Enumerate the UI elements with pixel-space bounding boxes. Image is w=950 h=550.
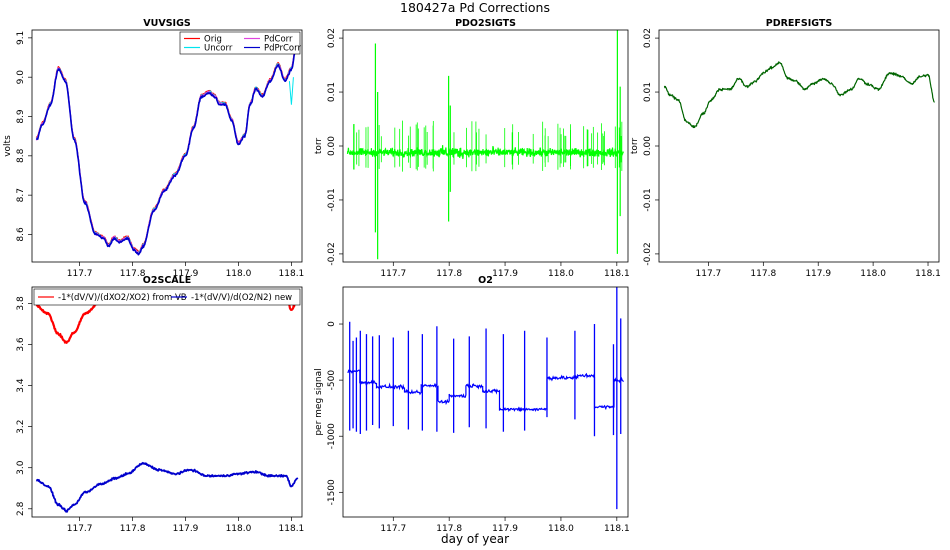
plot-area (663, 61, 935, 129)
x-tick-label: 118.1 (279, 269, 305, 279)
legend-label: PdPrCorr (264, 44, 301, 54)
legend-label: Uncorr (204, 44, 233, 54)
y-tick-label: 0.00 (327, 136, 337, 156)
series-o2scale-new (35, 461, 299, 513)
x-tick-label: 118.0 (226, 269, 252, 279)
chart-title: O2SCALE (143, 275, 191, 286)
chart-title: PDO2SIGTS (455, 18, 516, 29)
y-tick-label: -1000 (327, 423, 337, 449)
y-tick-label: 2.8 (16, 501, 26, 516)
series-uncorr (36, 47, 297, 254)
figure-title: 180427a Pd Corrections (400, 0, 550, 15)
y-tick-label: 3.0 (16, 460, 26, 475)
x-tick-label: 118.0 (548, 524, 574, 534)
series-uncorr-spike (288, 77, 294, 105)
plot-area (346, 30, 625, 260)
x-tick-label: 117.7 (696, 269, 722, 279)
y-axis-label: per meg signal (314, 368, 324, 435)
y-tick-label: 8.6 (16, 227, 26, 242)
x-tick-label: 118.1 (604, 524, 630, 534)
plot-frame (342, 286, 629, 518)
plot-frame (342, 29, 629, 263)
y-tick-label: 9.0 (16, 70, 26, 85)
y-tick-label: 8.8 (16, 148, 26, 163)
y-tick-label: 0.02 (327, 28, 337, 48)
x-tick-label: 118.1 (604, 269, 630, 279)
x-tick-label: 117.9 (492, 269, 518, 279)
series-pdprcorr (35, 49, 297, 256)
plot-area (347, 287, 624, 510)
x-tick-label: 118.0 (860, 269, 886, 279)
y-tick-label: -500 (327, 370, 337, 391)
x-tick-label: 117.9 (805, 269, 831, 279)
x-tick-label: 117.8 (750, 269, 776, 279)
y-tick-label: -0.01 (643, 188, 653, 211)
y-tick-label: -0.01 (327, 188, 337, 211)
panels: VUVSIGS 117.7 117.8 117.9 118.0 118.1 8.6 8.7 8.… (3, 18, 941, 534)
series-pdref (663, 61, 935, 129)
x-tick-label: 117.9 (492, 524, 518, 534)
y-axis-label: torr (630, 138, 640, 155)
x-tick-label: 117.8 (436, 269, 462, 279)
legend: -1*(dV/V)/(dXO2/XO2) from VB -1*(dV/V)/d(… (33, 288, 301, 306)
y-tick-label: 0.01 (643, 82, 653, 102)
panel-o2scale: O2SCALE 117.7 117.8 117.9 118.0 118.1 2.8 3.0 3.… (16, 275, 304, 534)
y-tick-label: -0.02 (327, 242, 337, 265)
chart-title: PDREFSIGTS (766, 18, 833, 29)
plot-frame (31, 29, 303, 263)
y-axis-label: torr (314, 138, 324, 155)
panel-vuvsigs: VUVSIGS 117.7 117.8 117.9 118.0 118.1 8.6 8.7 8.… (3, 18, 304, 279)
x-tick-label: 117.9 (173, 269, 199, 279)
y-tick-label: -1500 (327, 479, 337, 505)
y-tick-label: 3.2 (16, 419, 26, 433)
x-tick-label: 118.1 (279, 524, 305, 534)
x-tick-label: 117.8 (436, 524, 462, 534)
x-tick-label: 118.0 (548, 269, 574, 279)
x-tick-label: 117.8 (120, 524, 146, 534)
plot-area (35, 47, 297, 256)
legend-label: Orig (204, 35, 222, 45)
y-tick-label: 0 (327, 321, 337, 327)
x-tick-label: 117.7 (380, 269, 406, 279)
x-tick-label: 118.0 (226, 524, 252, 534)
y-tick-label: -0.02 (643, 242, 653, 265)
y-tick-label: 0.02 (643, 28, 653, 48)
panel-o2: O2 117.7 117.8 117.9 118.0 118.1 -1500 -1000 -50… (314, 275, 630, 534)
legend-box (179, 31, 301, 55)
y-tick-label: 0.00 (643, 136, 653, 156)
plot-frame (31, 286, 303, 518)
x-tick-label: 117.7 (67, 269, 93, 279)
y-tick-label: 8.7 (16, 188, 26, 202)
chart-title: O2 (478, 275, 493, 286)
y-tick-label: 3.6 (16, 337, 26, 352)
legend-box (33, 288, 301, 306)
y-tick-label: 8.9 (16, 109, 26, 124)
plot-area (35, 289, 299, 513)
plot-frame (658, 29, 940, 263)
x-axis-label: day of year (441, 532, 509, 546)
x-tick-label: 117.7 (67, 524, 93, 534)
panel-pdrefsigts: PDREFSIGTS 117.7 117.8 117.9 118.0 118.1 -0.02… (630, 18, 941, 279)
y-tick-label: 3.8 (16, 296, 26, 311)
legend-label: -1*(dV/V)/d(O2/N2) new (191, 293, 292, 303)
y-axis-label: volts (3, 135, 13, 157)
x-tick-label: 118.1 (915, 269, 941, 279)
legend-label: PdCorr (264, 35, 293, 45)
panel-pdo2sigts: PDO2SIGTS 117.7 117.8 117.9 118.0 118.1 -0.02 -… (314, 18, 630, 279)
series-orig (35, 47, 297, 252)
legend-label: -1*(dV/V)/(dXO2/XO2) from VB (58, 293, 187, 303)
x-tick-label: 117.7 (380, 524, 406, 534)
y-tick-label: 9.1 (16, 31, 26, 45)
x-tick-label: 117.8 (120, 269, 146, 279)
series-pdo2 (346, 145, 625, 159)
chart-title: VUVSIGS (143, 18, 191, 29)
x-tick-label: 117.9 (173, 524, 199, 534)
series-pdcorr (35, 48, 297, 255)
y-tick-label: 3.4 (16, 378, 26, 393)
y-tick-label: 0.01 (327, 82, 337, 102)
